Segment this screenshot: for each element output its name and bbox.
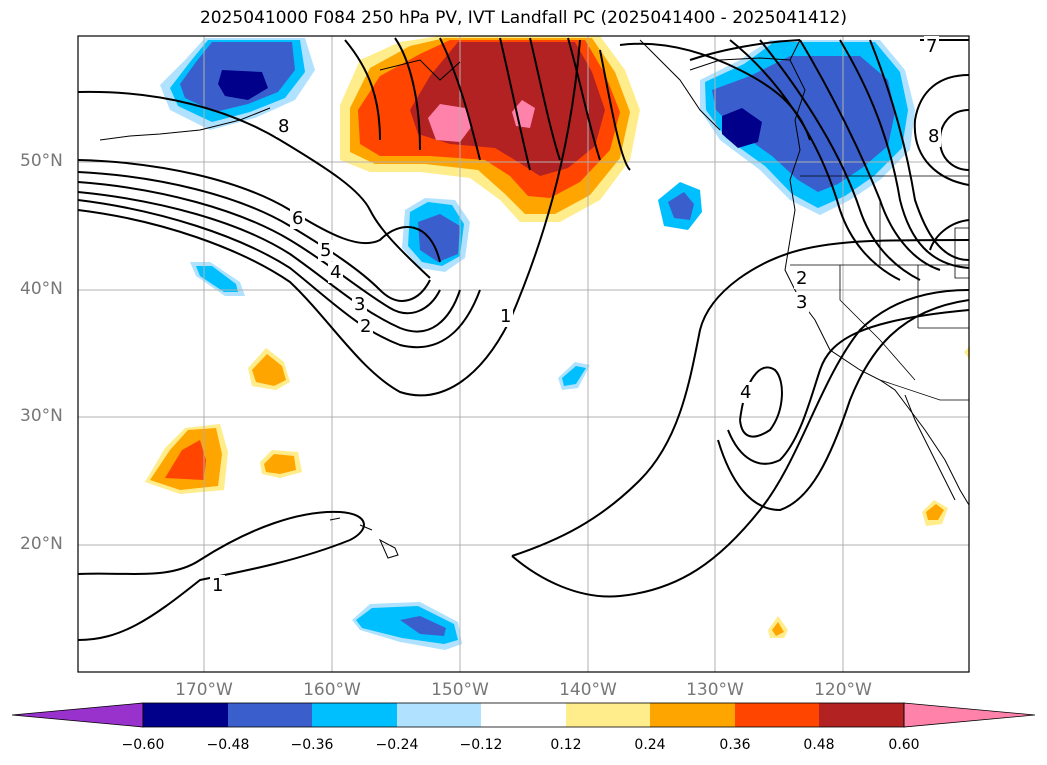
map-frame	[77, 35, 970, 673]
state-borders	[790, 175, 970, 401]
contour-label-1: 1	[210, 575, 226, 596]
graticule	[78, 36, 969, 672]
lon-label-150w: 150°W	[431, 680, 489, 700]
contour-label-4: 4	[328, 262, 344, 283]
lon-label-160w: 160°W	[303, 680, 361, 700]
contour-label-7: 7	[924, 36, 940, 57]
lat-label-20n: 20°N	[20, 534, 63, 554]
lon-label-130w: 130°W	[686, 680, 744, 700]
colorbar-tick-label: 0.12	[550, 737, 582, 753]
colorbar-tick-label: 0.36	[719, 737, 751, 753]
lon-label-140w: 140°W	[559, 680, 617, 700]
ivt-contours	[77, 37, 970, 641]
lon-label-120w: 120°W	[814, 680, 872, 700]
lat-label-50n: 50°N	[20, 151, 63, 171]
lat-label-30n: 30°N	[20, 406, 63, 426]
contour-label-1: 1	[498, 306, 514, 327]
colorbar-tick-label: 0.48	[803, 737, 835, 753]
pv-negative-central	[402, 198, 470, 272]
colorbar-tick-label: −0.36	[290, 737, 334, 753]
contour-label-6: 6	[290, 208, 306, 229]
contour-label-3: 3	[794, 292, 810, 313]
colorbar	[11, 702, 1036, 728]
colorbar-tick-label: −0.48	[206, 737, 250, 753]
contour-label-8: 8	[926, 126, 942, 147]
contour-label-8: 8	[276, 116, 292, 137]
contour-label-2: 2	[358, 316, 374, 337]
colorbar-tick-label: −0.12	[459, 737, 503, 753]
colorbar-tick-label: 0.60	[888, 737, 920, 753]
colorbar-tick-label: 0.24	[634, 737, 666, 753]
lat-label-40n: 40°N	[20, 279, 63, 299]
contour-label-5: 5	[318, 240, 334, 261]
contour-label-2: 2	[794, 268, 810, 289]
colorbar-tick-label: −0.60	[121, 737, 165, 753]
lon-label-170w: 170°W	[175, 680, 233, 700]
contour-label-4: 4	[738, 382, 754, 403]
page-title: 2025041000 F084 250 hPa PV, IVT Landfall…	[199, 8, 847, 28]
colorbar-tick-label: −0.24	[375, 737, 419, 753]
contour-label-3: 3	[352, 294, 368, 315]
